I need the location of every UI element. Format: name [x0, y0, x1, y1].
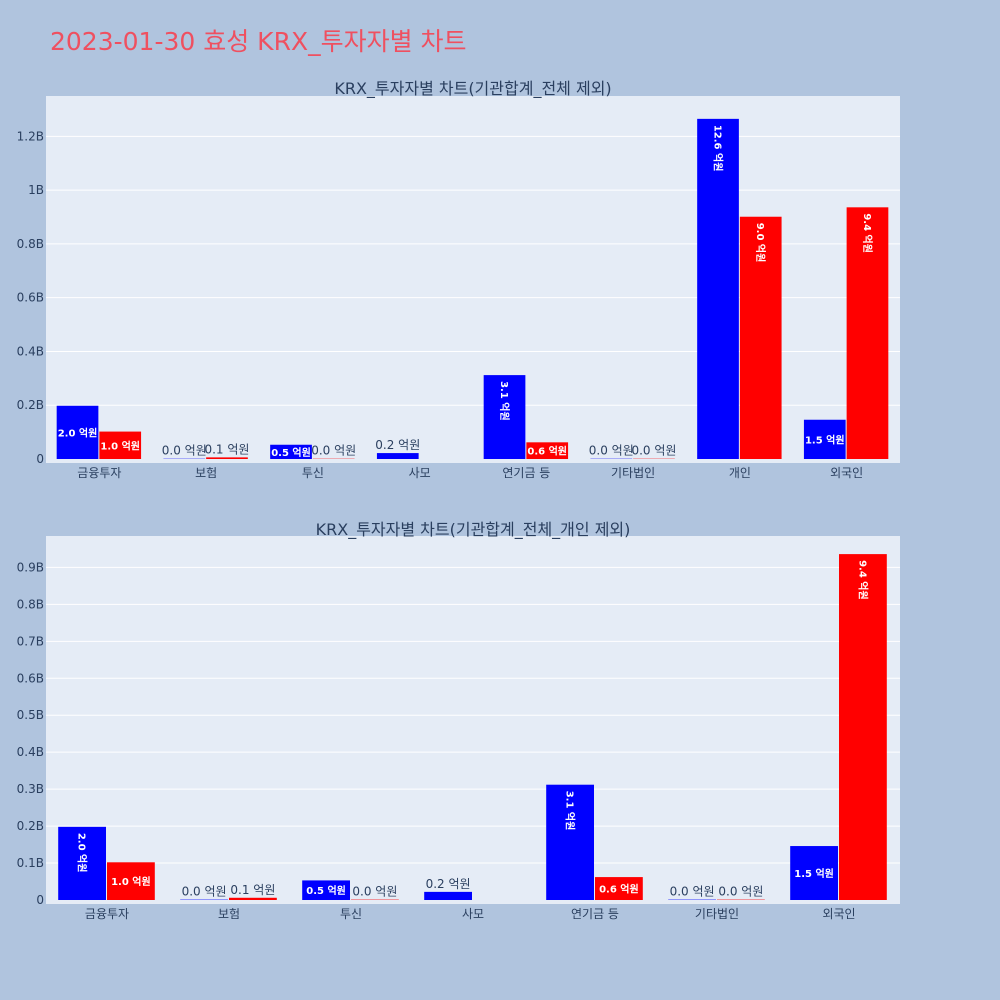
x-tick-label: 보험: [218, 907, 240, 921]
y-tick-label: 0.8B: [17, 237, 44, 251]
bar-value-label: 2.0 억원: [58, 426, 98, 439]
bar-value-label: 3.1 억원: [498, 381, 511, 421]
x-tick-label: 개인: [729, 466, 751, 480]
page-title: 2023-01-30 효성 KRX_투자자별 차트: [50, 27, 467, 56]
bar-value-label: 9.4 억원: [861, 213, 874, 253]
x-tick-label: 금융투자: [85, 907, 129, 921]
bar-value-label: 0.2 억원: [375, 438, 420, 452]
y-tick-label: 0.2B: [17, 398, 44, 412]
bar-sell: [229, 897, 277, 900]
bar-sell: [846, 207, 889, 459]
bar-value-label: 3.1 억원: [564, 791, 577, 831]
bar-value-label: 0.5 억원: [271, 446, 311, 459]
x-tick-label: 기타법인: [611, 466, 655, 480]
bar-value-label: 1.5 억원: [794, 867, 834, 880]
x-tick-label: 사모: [462, 907, 484, 921]
y-tick-label: 1B: [28, 183, 44, 197]
y-tick-label: 0.7B: [17, 634, 44, 648]
bar-value-label: 2.0 억원: [76, 833, 89, 873]
bar-buy: [302, 880, 350, 900]
bar-value-label: 0.0 억원: [162, 444, 207, 458]
bar-value-label: 0.0 억원: [589, 444, 634, 458]
x-tick-label: 사모: [409, 466, 431, 480]
bar-value-label: 0.0 억원: [670, 885, 715, 899]
bar-buy: [483, 375, 526, 459]
chart-title: KRX_투자자별 차트(기관합계_전체_개인 제외): [316, 520, 631, 540]
x-tick-label: 연기금 등: [502, 466, 550, 480]
bar-value-label: 0.1 억원: [230, 883, 275, 897]
bar-value-label: 0.2 억원: [426, 877, 471, 891]
bar-sell: [739, 216, 782, 459]
chart-institutional-individual-excluded: 0 0.1B 0.2B 0.3B 0.4B 0.5B 0.6B 0.7B 0.8B 0.9B KRX…: [17, 520, 900, 921]
bar-value-label: 0.0 억원: [182, 885, 227, 899]
bar-value-label: 0.0 억원: [352, 885, 397, 899]
plot-area: [46, 536, 900, 904]
bar-value-label: 9.0 억원: [754, 223, 767, 263]
bar-value-label: 0.1 억원: [204, 442, 249, 456]
x-tick-label: 외국인: [822, 907, 855, 921]
y-tick-label: 0.9B: [17, 560, 44, 574]
bar-value-label: 0.0 억원: [311, 444, 356, 458]
bar-value-label: 1.5 억원: [805, 433, 845, 446]
y-tick-label: 0.6B: [17, 671, 44, 685]
y-tick-label: 0.4B: [17, 344, 44, 358]
y-tick-label: 0.6B: [17, 291, 44, 305]
bar-buy: [424, 891, 472, 900]
x-tick-label: 연기금 등: [571, 907, 619, 921]
bar-sell: [206, 457, 248, 459]
y-tick-label: 1.2B: [17, 129, 44, 143]
x-tick-label: 외국인: [830, 466, 863, 480]
bar-value-label: 0.0 억원: [631, 444, 676, 458]
bar-value-label: 0.0 억원: [718, 885, 763, 899]
bar-sell: [99, 431, 142, 459]
bar-value-label: 1.0 억원: [100, 439, 140, 452]
x-tick-label: 보험: [195, 466, 217, 480]
y-tick-label: 0.3B: [17, 782, 44, 796]
y-tick-label: 0.1B: [17, 856, 44, 870]
x-tick-label: 투신: [302, 466, 324, 480]
bar-buy: [58, 826, 106, 900]
bar-value-label: 12.6 억원: [712, 125, 725, 172]
y-tick-label: 0: [36, 452, 44, 466]
y-tick-label: 0.5B: [17, 708, 44, 722]
y-tick-label: 0: [36, 893, 44, 907]
bar-sell: [526, 442, 569, 459]
bar-buy: [546, 784, 594, 900]
bar-value-label: 1.0 억원: [111, 875, 151, 888]
bar-buy: [790, 846, 838, 900]
bar-buy: [56, 405, 99, 459]
bar-buy: [376, 453, 419, 459]
bar-value-label: 0.6 억원: [527, 445, 567, 458]
y-tick-label: 0.8B: [17, 597, 44, 611]
x-tick-label: 금융투자: [77, 466, 121, 480]
bar-buy: [803, 419, 846, 459]
bar-buy: [697, 118, 739, 459]
bar-value-label: 9.4 억원: [856, 560, 869, 600]
bar-sell: [107, 862, 155, 900]
chart-institutional-excluded: 0 0.2B 0.4B 0.6B 0.8B 1B 1.2B KRX_투자자별 차트(기관합계_…: [17, 79, 900, 480]
bar-value-label: 0.5 억원: [306, 884, 346, 897]
bar-sell: [595, 877, 643, 900]
y-tick-label: 0.2B: [17, 819, 44, 833]
chart-title: KRX_투자자별 차트(기관합계_전체 제외): [334, 79, 611, 99]
x-tick-label: 투신: [340, 907, 362, 921]
y-tick-label: 0.4B: [17, 745, 44, 759]
bar-sell: [839, 554, 887, 900]
bar-buy: [270, 444, 312, 459]
x-tick-label: 기타법인: [695, 907, 739, 921]
bar-value-label: 0.6 억원: [599, 883, 639, 896]
